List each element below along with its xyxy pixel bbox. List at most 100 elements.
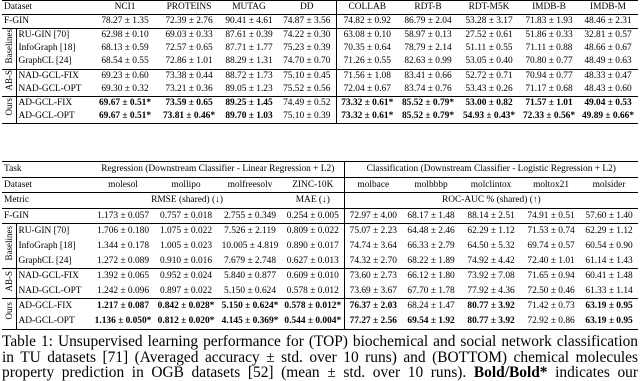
table-cell: 71.26 ± 0.55 <box>335 55 398 69</box>
column-header: PROTEINS <box>166 2 212 12</box>
table-cell: 69.67 ± 0.51* <box>92 95 158 110</box>
column-header: molesol <box>92 176 155 193</box>
table-cell: 72.86 ± 1.01 <box>165 56 213 67</box>
table-cell: 89.05 ± 1.23 <box>225 83 273 94</box>
table-cell: 49.89 ± 0.66* <box>581 110 635 121</box>
table-cell: 62.29 ± 1.12 <box>580 223 639 239</box>
table-cell: 0.812 ± 0.020* <box>157 315 215 326</box>
method-name: NAD-GCL-OPT <box>18 285 82 296</box>
table-cell: 85.52 ± 0.79* <box>398 95 458 110</box>
table-cell: 0.578 ± 0.012* <box>282 298 345 314</box>
table-cell: 69.54 ± 1.92 <box>407 315 455 326</box>
table-cell: 71.17 ± 0.68 <box>525 83 573 94</box>
table-cell: 77.27 ± 2.56 <box>343 313 403 330</box>
table-cell: 1.173 ± 0.057 <box>92 207 155 224</box>
header-row: Dataset NCI1 PROTEINS MUTAG DD COLLAB RDT-B RDT… <box>2 0 638 15</box>
method-name: AD-GCL-OPT <box>18 315 75 326</box>
table-cell: 72.40 ± 1.01 <box>527 255 575 266</box>
table-cell: 74.92 ± 4.42 <box>467 255 515 266</box>
table-cell: 1.005 ± 0.023 <box>160 240 213 251</box>
table-cell: 73.21 ± 0.36 <box>165 83 213 94</box>
metric-header: ROC-AUC % (shared) (↑) <box>343 192 639 209</box>
table-cell: 89.70 ± 1.03 <box>225 110 273 121</box>
table-cell: 51.86 ± 0.33 <box>520 28 578 43</box>
table-cell: 2.755 ± 0.349 <box>218 207 283 224</box>
table-cell: 0.757 ± 0.018 <box>154 207 219 224</box>
table-cell: 72.97 ± 4.00 <box>343 207 403 224</box>
table-row: GraphCL [24] 68.54 ± 0.55 72.86 ± 1.01 88.2… <box>2 55 638 69</box>
table-cell: 71.11 ± 0.88 <box>525 43 573 54</box>
table-cell: 73.69 ± 3.67 <box>343 283 403 299</box>
method-name: NAD-GCL-FIX <box>16 268 93 284</box>
group-label-cell: AB-S <box>2 68 17 96</box>
table-row: AB-S NAD-GCL-FIX 1.392 ± 0.065 0.952 ± 0.02… <box>2 268 639 299</box>
table-cell: 48.49 ± 0.63 <box>584 56 632 67</box>
method-name: InfoGraph [18] <box>18 43 76 54</box>
table-cell: 73.81 ± 0.46* <box>162 110 216 121</box>
method-name: RU-GIN [70] <box>16 223 93 239</box>
table-cell: 32.81 ± 0.57 <box>578 28 638 43</box>
column-header: molclintox <box>460 176 523 193</box>
table-cell: 27.52 ± 0.61 <box>458 28 520 43</box>
table-cell: 69.03 ± 0.33 <box>158 28 220 43</box>
bottom-table: Task Regression (Downstream Classifier - … <box>2 161 639 330</box>
table-cell: 66.33 ± 2.79 <box>407 240 455 251</box>
table-cell: 1.217 ± 0.087 <box>92 298 155 314</box>
table-cell: 73.38 ± 0.44 <box>158 68 220 83</box>
table-cell: 75.07 ± 2.23 <box>343 223 403 239</box>
table-cell: 0.254 ± 0.005 <box>282 207 345 224</box>
method-name: AD-GCL-OPT <box>18 110 75 121</box>
table-cell: 52.72 ± 0.71 <box>458 68 520 83</box>
table-cell: 0.890 ± 0.017 <box>286 240 339 251</box>
method-name: F-GIN <box>2 207 93 224</box>
table-cell: 74.70 ± 0.70 <box>283 56 331 67</box>
table-cell: 89.25 ± 1.45 <box>220 95 278 110</box>
caption: Table 1: Unsupervised learning performan… <box>2 334 638 381</box>
table-cell: 0.809 ± 0.022 <box>282 223 345 239</box>
table-cell: 67.70 ± 1.78 <box>407 285 455 296</box>
table-cell: 1.136 ± 0.050* <box>94 315 152 326</box>
table-cell: 0.952 ± 0.024 <box>154 268 219 284</box>
table-cell: 5.150 ± 0.624 <box>224 285 277 296</box>
task-header: Regression (Downstream Classifier - Line… <box>101 164 335 174</box>
table-cell: 88.29 ± 1.31 <box>225 56 273 67</box>
method-name: AD-GCL-FIX <box>16 95 92 110</box>
table-row: NAD-GCL-OPT 1.242 ± 0.096 0.897 ± 0.022 5.1… <box>2 283 638 299</box>
table-cell: 1.075 ± 0.022 <box>154 223 219 239</box>
group-label-cell: AB-S <box>2 268 17 299</box>
table-row: Ours AD-GCL-FIX 1.217 ± 0.087 0.842 ± 0.028… <box>2 298 639 330</box>
table-cell: 0.627 ± 0.013 <box>286 255 339 266</box>
table-cell: 62.29 ± 1.12 <box>460 223 523 239</box>
table-row: F-GIN 1.173 ± 0.057 0.757 ± 0.018 2.755 ± 0… <box>2 207 639 224</box>
table-cell: 73.60 ± 2.73 <box>343 268 403 284</box>
table-cell: 1.392 ± 0.065 <box>92 268 155 284</box>
table-cell: 72.33 ± 0.56* <box>522 110 576 121</box>
table-cell: 72.04 ± 0.67 <box>335 82 398 96</box>
table-cell: 68.13 ± 0.59 <box>101 43 149 54</box>
column-header: MUTAG <box>232 2 266 12</box>
table-row: GraphCL [24] 1.272 ± 0.089 0.910 ± 0.016 7.… <box>2 253 638 269</box>
table-cell: 1.272 ± 0.089 <box>97 255 150 266</box>
table-cell: 68.17 ± 1.48 <box>402 207 461 224</box>
column-header: IMDB-M <box>590 2 626 12</box>
table-cell: 74.82 ± 0.92 <box>335 14 398 29</box>
table-cell: 76.37 ± 2.03 <box>343 298 403 314</box>
table-cell: 78.27 ± 1.35 <box>92 14 158 29</box>
table-cell: 72.50 ± 0.46 <box>527 285 575 296</box>
group-label: Baselines <box>3 226 14 261</box>
method-name: AD-GCL-FIX <box>16 298 93 314</box>
table-cell: 49.04 ± 0.53 <box>578 95 638 110</box>
group-label: Ours <box>3 302 14 320</box>
table-cell: 75.23 ± 0.39 <box>283 43 331 54</box>
table-cell: 72.57 ± 0.65 <box>165 43 213 54</box>
table-cell: 66.12 ± 1.80 <box>402 268 461 284</box>
table-cell: 68.24 ± 1.47 <box>402 298 461 314</box>
table-row: NAD-GCL-OPT 69.30 ± 0.32 73.21 ± 0.36 89.05… <box>2 82 638 96</box>
column-header: NCI1 <box>114 2 136 12</box>
table-cell: 0.578 ± 0.012 <box>286 285 339 296</box>
table-cell: 0.910 ± 0.016 <box>160 255 213 266</box>
header-row: Dataset molesol mollipo molfreesolv ZINC-10K… <box>2 176 639 193</box>
caption-emphasis: Bold/Bold* <box>473 364 548 381</box>
table-cell: 74.91 ± 0.51 <box>522 207 581 224</box>
table-cell: 73.92 ± 7.08 <box>460 268 523 284</box>
